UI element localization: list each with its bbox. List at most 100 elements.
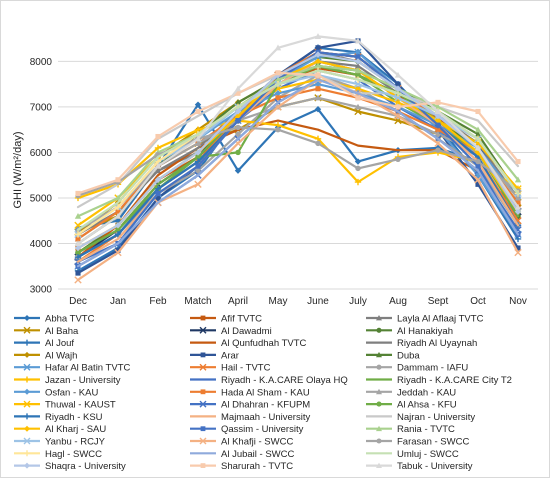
data-point (195, 163, 201, 169)
data-point (355, 95, 361, 101)
data-point (435, 127, 441, 133)
data-point (315, 140, 321, 147)
series-line (76, 119, 520, 200)
legend-label: Umluj - SWCC (397, 449, 459, 460)
data-point (235, 149, 241, 156)
series-line (76, 126, 520, 197)
data-point (376, 425, 382, 432)
data-point (75, 190, 81, 196)
legend-item-afif-tvtc: Afif TVTC (190, 314, 262, 325)
data-point (314, 58, 322, 65)
data-point (24, 351, 30, 358)
data-point (514, 208, 522, 215)
legend-item-hagl-swcc: Hagl - SWCC (14, 449, 102, 460)
data-point (24, 462, 30, 469)
data-point (394, 71, 402, 78)
legend-label: Al Dhahran - KFUPM (221, 400, 310, 411)
legend-label: Al Qunfudhah TVTC (221, 338, 307, 349)
data-point (234, 108, 242, 115)
data-point (194, 101, 202, 108)
legend-label: Dammam - IAFU (397, 363, 468, 374)
data-point (275, 126, 281, 133)
data-point (354, 62, 362, 69)
data-point (235, 118, 241, 124)
legend-item-riyadh-k-a-care-city-t2: Riyadh - K.A.CARE City T2 (366, 375, 512, 386)
series-line (76, 73, 520, 209)
data-point (274, 90, 282, 97)
legend-label: Al Jouf (45, 338, 74, 349)
data-point (434, 117, 442, 124)
legend-label: Tabuk - University (397, 461, 473, 472)
legend-item-al-ahsa-kfu: Al Ahsa - KFU (366, 400, 457, 411)
legend-label: Al Baha (45, 326, 79, 337)
data-point (114, 212, 122, 219)
data-point (194, 135, 202, 142)
data-point (314, 62, 322, 69)
data-point (200, 389, 206, 395)
x-tick-label: April (228, 296, 248, 307)
data-point (24, 315, 30, 321)
legend-item-farasan-swcc: Farasan - SWCC (366, 437, 469, 448)
series-al-jubail-swcc (76, 78, 520, 268)
data-point (314, 94, 322, 101)
data-point (314, 51, 322, 58)
legend-item-al-kharj-sau: Al Kharj - SAU (14, 424, 106, 435)
legend-item-najran-university: Najran - University (366, 412, 475, 423)
data-point (23, 363, 31, 371)
legend-label: Afif TVTC (221, 314, 262, 325)
data-point (74, 244, 82, 252)
data-point (74, 240, 82, 247)
axis-ticks: 3000 4000 5000 6000 7000 8000 Dec Jan Feb Match Ap… (30, 57, 527, 307)
data-point (474, 149, 482, 156)
data-point (434, 112, 442, 120)
legend-item-duba: Duba (366, 350, 420, 361)
data-point (315, 86, 321, 92)
legend-label: Shaqra - University (45, 461, 126, 472)
data-point (314, 80, 322, 88)
legend-item-jazan-university: Jazan - University (14, 375, 121, 386)
legend-item-abha-tvtc: Abha TVTC (14, 314, 95, 325)
legend-label: Farasan - SWCC (397, 437, 469, 448)
legend-label: Majmaah - University (221, 412, 310, 423)
data-point (514, 176, 522, 183)
y-axis-title: GHI (W/m²/day) (12, 132, 24, 209)
legend: Abha TVTC Afif TVTC Layla Al Aflaaj TVTCAl… (14, 314, 512, 472)
data-point (314, 106, 322, 113)
legend-label: Sharurah - TVTC (221, 461, 293, 472)
data-point (24, 450, 30, 457)
legend-item-jeddah-kau: Jeddah - KAU (366, 387, 456, 398)
data-point (235, 131, 241, 137)
x-tick-label: Oct (470, 296, 486, 307)
legend-item-hail-tvtc: Hail - TVTC (190, 363, 271, 374)
legend-label: Riyadh - K.A.CARE Olaya HQ (221, 375, 348, 386)
x-tick-label: Dec (69, 296, 87, 307)
data-point (376, 351, 382, 358)
data-point (155, 195, 161, 201)
data-point (376, 401, 382, 407)
series-tabuk-university (74, 33, 522, 247)
data-point (434, 131, 442, 137)
x-tick-label: Feb (149, 296, 167, 307)
data-point (234, 112, 242, 120)
legend-item-al-jouf: Al Jouf (14, 338, 74, 349)
data-point (315, 72, 321, 78)
data-point (354, 37, 362, 44)
data-point (354, 103, 362, 110)
data-point (199, 363, 207, 371)
data-point (115, 177, 121, 183)
data-point (200, 315, 206, 321)
legend-item-tabuk-university: Tabuk - University (366, 461, 473, 472)
series-shaqra-university (74, 51, 522, 252)
data-point (195, 108, 201, 115)
data-point (154, 162, 162, 169)
data-point (435, 99, 441, 105)
data-point (515, 158, 521, 165)
data-point (395, 81, 401, 87)
legend-label: Najran - University (397, 412, 475, 423)
legend-item-hafar-al-batin-tvtc: Hafar Al Batin TVTC (14, 363, 130, 374)
data-point (395, 104, 401, 110)
data-point (274, 44, 282, 51)
legend-item-shaqra-university: Shaqra - University (14, 461, 126, 472)
data-point (74, 276, 82, 284)
